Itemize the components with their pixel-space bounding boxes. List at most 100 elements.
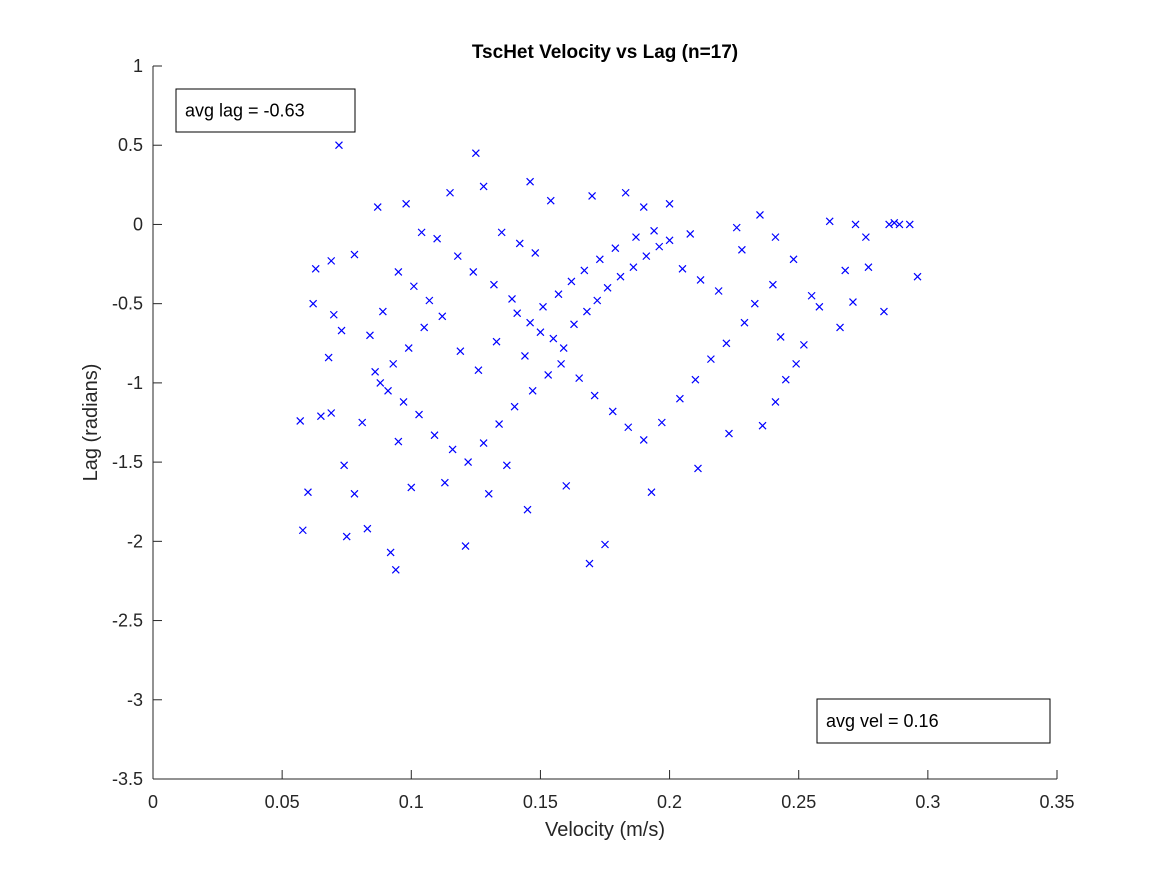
data-point [371,367,380,376]
data-point [686,230,695,238]
data-point [799,340,808,349]
data-point [825,217,834,226]
data-point [771,397,780,406]
data-point [298,526,307,535]
data-point [575,374,584,383]
data-point [515,239,524,248]
y-tick-label: -3 [127,690,143,710]
x-tick-label: 0.1 [399,792,424,812]
data-point [433,234,442,243]
data-point [611,244,620,253]
data-point [425,296,434,305]
data-point [469,268,478,276]
annotation-text: avg vel = 0.16 [826,711,939,731]
data-point [526,318,535,327]
annotation-box [816,698,1051,744]
data-point [417,228,426,237]
axes: 0 0.05 0.1 0.15 0.2 0.25 0.3 0.35 1 0.5 0 -0.5 -1 -1.… [112,56,1075,812]
data-point [639,436,648,444]
data-point [337,326,346,335]
data-point [363,524,372,533]
data-point [378,307,387,316]
data-point [309,299,318,308]
data-point [430,431,439,440]
data-point [316,412,325,421]
data-point [342,532,351,541]
data-point [438,312,447,321]
data-point [526,177,535,186]
data-point [384,386,392,395]
data-point [456,347,465,356]
data-point [366,331,374,340]
data-point [471,149,480,158]
data-point [593,296,602,305]
data-point [691,375,700,384]
data-point [536,328,545,337]
data-point [642,252,651,261]
data-point [296,416,305,425]
data-point [675,394,684,403]
data-point [495,420,504,429]
data-point [335,141,343,150]
data-point [376,378,385,387]
y-tick-label: -0.5 [112,294,143,314]
data-point [732,223,741,232]
x-tick-label: 0.3 [915,792,940,812]
y-tick-label: -1.5 [112,452,143,472]
data-point [750,299,759,308]
data-point [616,272,625,281]
data-point [722,339,731,348]
data-point [402,199,411,208]
y-tick-label: 0.5 [118,135,143,155]
data-point [391,565,400,574]
data-point [885,220,894,229]
data-point [570,320,578,329]
data-point [639,203,648,211]
data-point [461,542,470,551]
data-point [601,540,609,549]
x-tick-label: 0.15 [523,792,558,812]
data-point [464,458,473,467]
data-point [807,291,816,300]
data-points [296,141,922,574]
data-point [836,323,844,332]
data-point [350,489,359,498]
y-tick-label: -2 [127,531,143,551]
data-point [484,489,493,498]
data-point [508,294,516,303]
data-point [629,263,638,272]
data-point [399,397,408,406]
data-point [621,188,630,197]
data-point [373,203,382,211]
data-point [756,211,764,219]
data-point [588,191,597,200]
data-point [650,226,658,235]
data-point [562,481,571,490]
data-point [446,188,454,197]
data-point [861,233,870,242]
data-point [386,548,395,557]
data-point [394,437,403,446]
data-point [474,366,483,375]
data-point [694,464,702,473]
data-point [415,410,423,419]
y-tick-label: -2.5 [112,611,143,631]
data-point [725,429,733,438]
data-point [497,228,506,237]
data-point [632,233,640,242]
y-axis-label: Lag (radians) [80,364,102,482]
data-point [771,233,780,242]
x-tick-label: 0 [148,792,158,812]
x-axis-label: Velocity (m/s) [545,819,665,841]
data-point [409,282,418,291]
data-point [448,445,457,454]
y-tick-label: 1 [133,56,143,76]
data-point [851,220,860,229]
data-point [502,461,511,470]
data-point [559,344,568,352]
data-point [890,218,899,227]
data-point [327,256,336,265]
data-point [490,280,498,289]
data-point [420,323,429,332]
